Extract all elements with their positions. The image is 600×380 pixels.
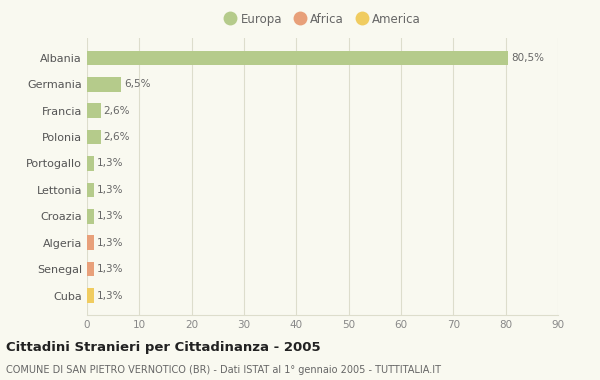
Bar (87, 236, 94, 250)
Text: 1,3%: 1,3% (97, 211, 124, 221)
Text: 2,6%: 2,6% (104, 106, 130, 116)
Bar (87, 103, 101, 118)
Text: Cittadini Stranieri per Cittadinanza - 2005: Cittadini Stranieri per Cittadinanza - 2… (6, 342, 320, 355)
Text: 1,3%: 1,3% (97, 158, 124, 168)
Bar (87, 51, 508, 65)
Bar (87, 77, 121, 92)
Text: 80,5%: 80,5% (511, 53, 544, 63)
Text: 1,3%: 1,3% (97, 264, 124, 274)
Text: 1,3%: 1,3% (97, 185, 124, 195)
Bar (87, 183, 94, 197)
Bar (87, 156, 94, 171)
Text: 1,3%: 1,3% (97, 291, 124, 301)
Text: COMUNE DI SAN PIETRO VERNOTICO (BR) - Dati ISTAT al 1° gennaio 2005 - TUTTITALIA: COMUNE DI SAN PIETRO VERNOTICO (BR) - Da… (6, 365, 441, 375)
Legend: Europa, Africa, America: Europa, Africa, America (219, 8, 426, 30)
Bar (87, 288, 94, 303)
Text: 2,6%: 2,6% (104, 132, 130, 142)
Text: 1,3%: 1,3% (97, 238, 124, 248)
Bar (87, 262, 94, 276)
Text: 6,5%: 6,5% (124, 79, 151, 89)
Bar (87, 130, 101, 144)
Bar (87, 209, 94, 223)
